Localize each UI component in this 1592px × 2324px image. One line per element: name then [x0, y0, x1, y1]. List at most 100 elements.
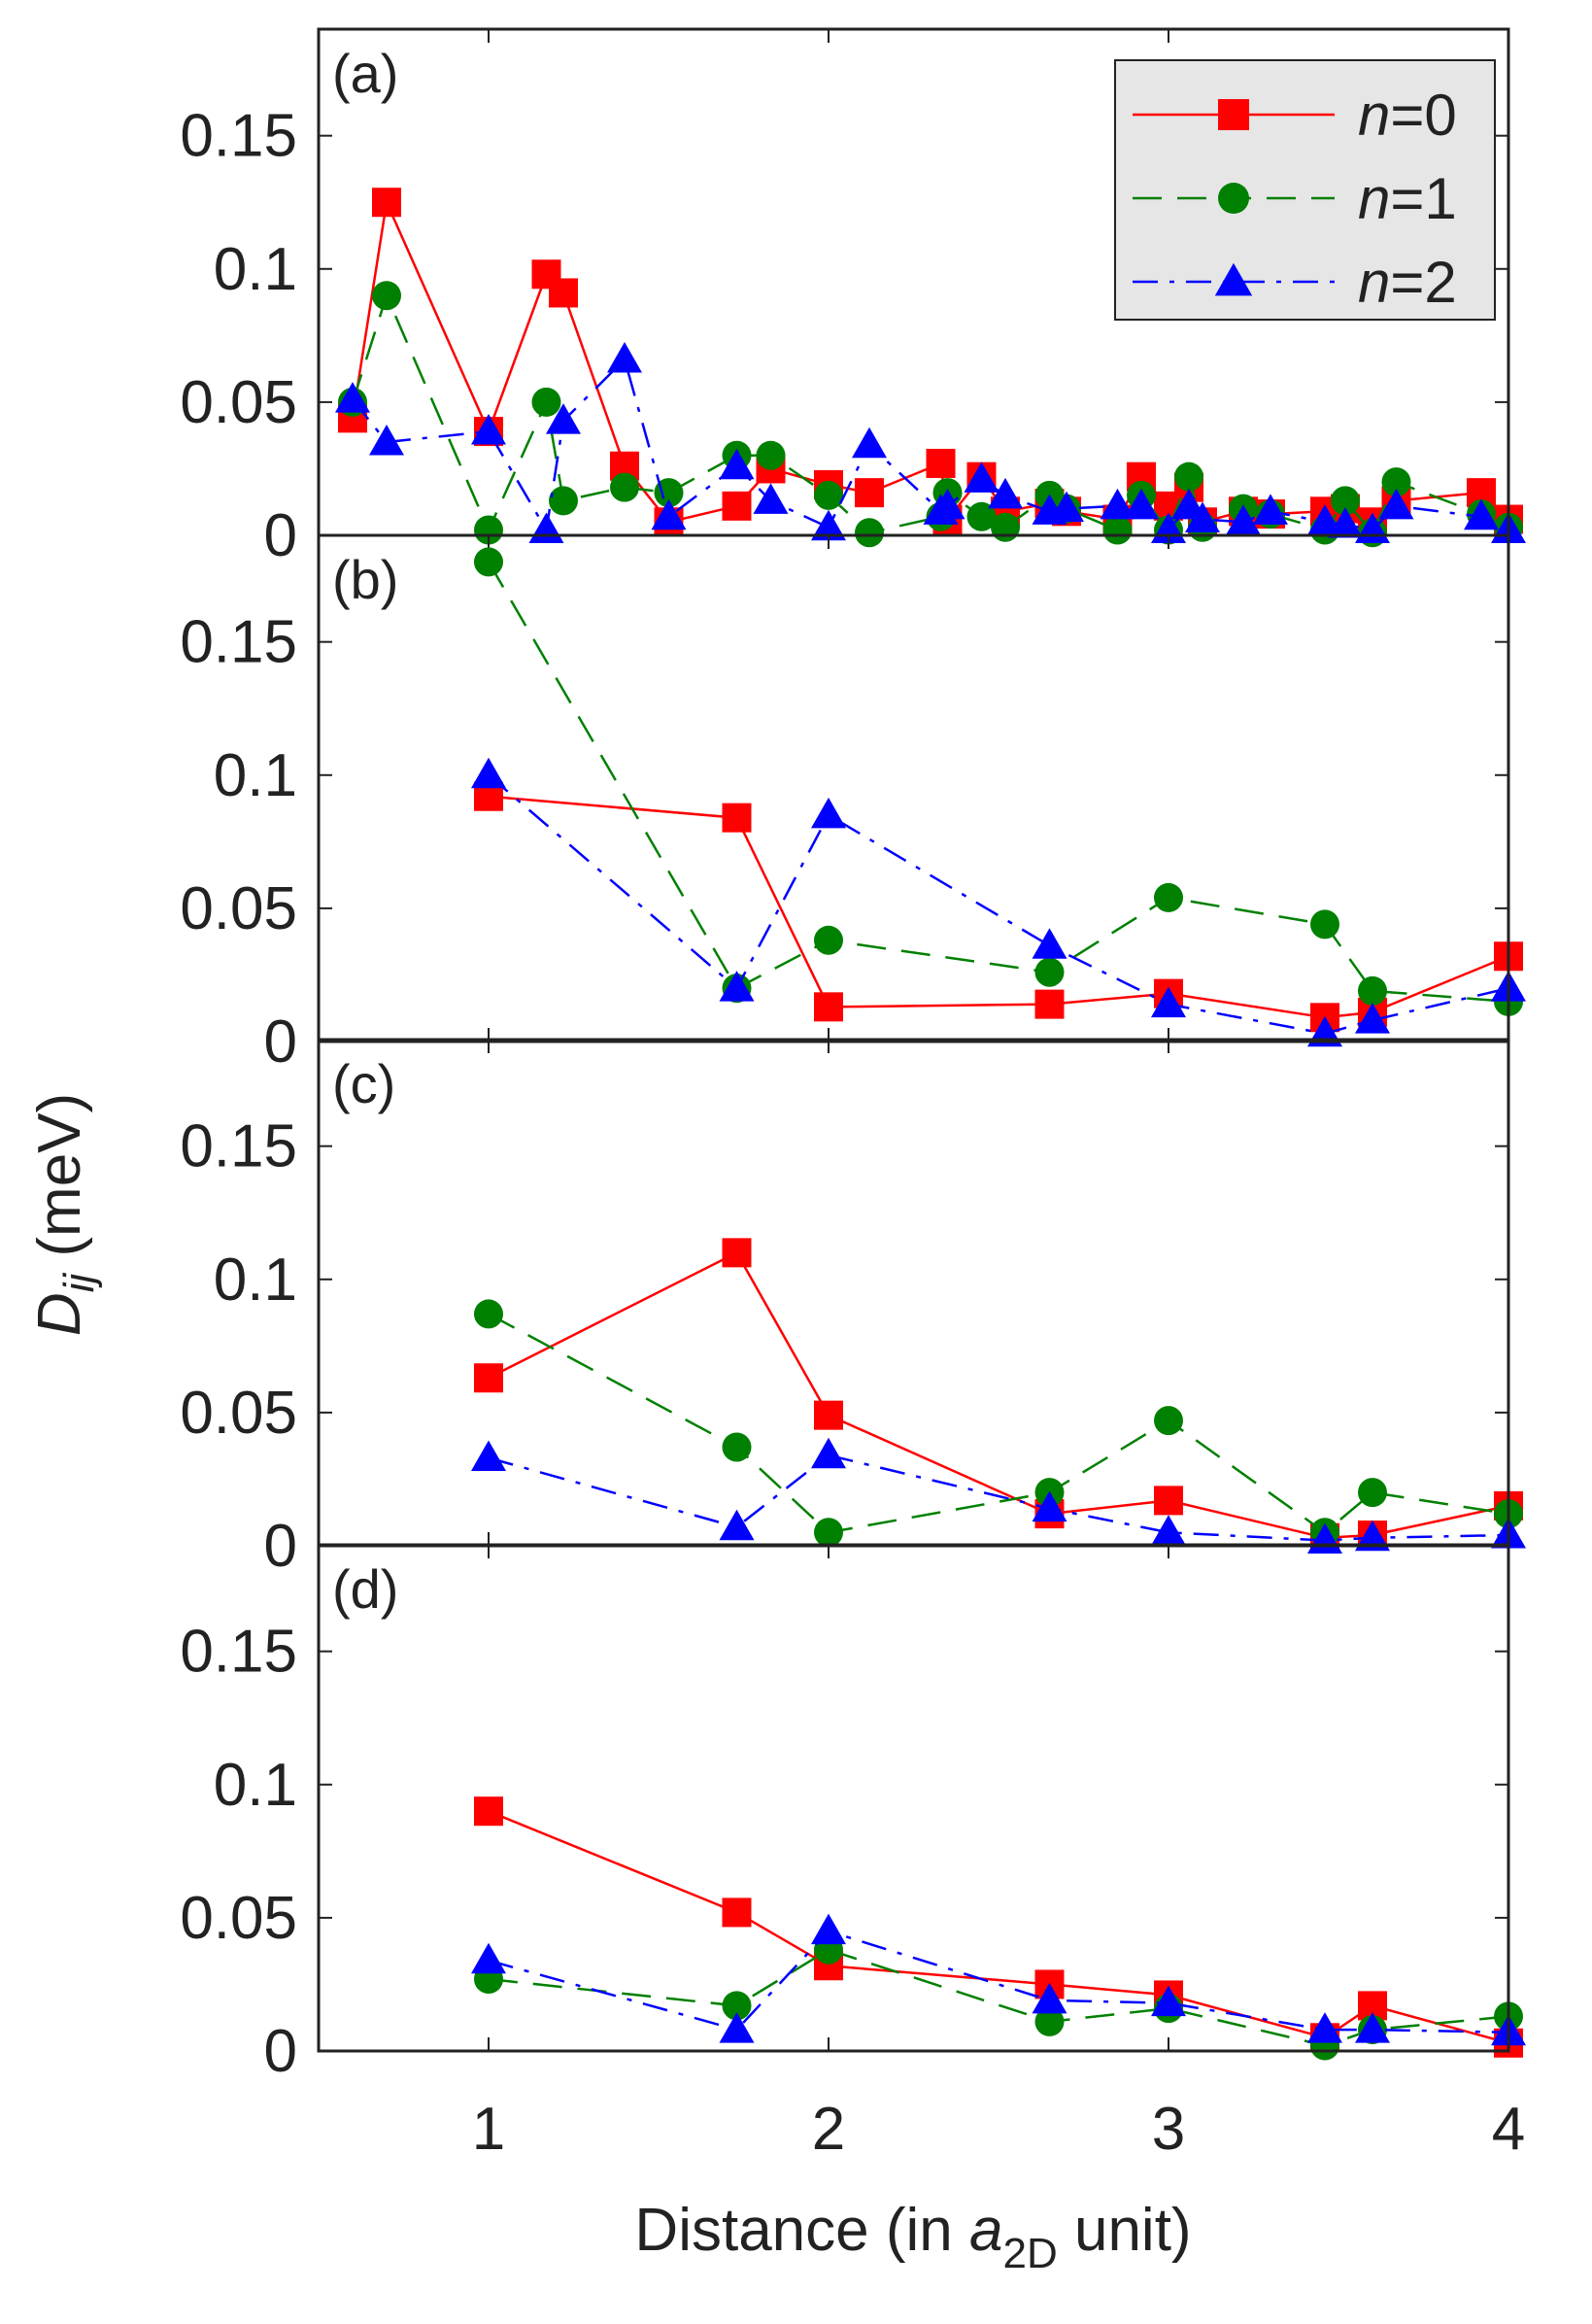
- legend-marker: [1214, 262, 1253, 296]
- data-point: [1174, 461, 1203, 492]
- data-point: [926, 448, 956, 478]
- data-point: [1124, 488, 1159, 520]
- data-point: [756, 440, 786, 470]
- data-point: [1464, 498, 1499, 530]
- legend-box: [1114, 59, 1496, 321]
- data-point: [852, 427, 887, 459]
- y-tick-label: 0.1: [214, 742, 297, 809]
- data-point: [1378, 488, 1414, 520]
- series-line: [488, 773, 1509, 1036]
- data-point: [722, 1897, 752, 1928]
- y-axis-title: Dij (meV): [26, 1093, 103, 1336]
- data-point: [471, 1942, 506, 1974]
- panel-c: 0 0.05 0.1 0.15 (c): [180, 1038, 1526, 1580]
- data-point: [1032, 1490, 1067, 1522]
- data-point: [471, 757, 506, 789]
- data-point: [610, 472, 639, 502]
- x-tick-label: 4: [1492, 2096, 1525, 2163]
- data-point: [1381, 467, 1411, 497]
- panel-label: (a): [332, 43, 398, 104]
- data-point: [1355, 1520, 1390, 1552]
- data-point: [1307, 504, 1342, 535]
- data-point: [814, 480, 843, 510]
- data-point: [1151, 1515, 1186, 1546]
- data-point: [1331, 486, 1360, 516]
- data-point: [722, 491, 752, 521]
- data-point: [991, 512, 1020, 542]
- axis-titles: Dij (meV) Distance (in a2D unit): [26, 1093, 1192, 2277]
- data-point: [369, 425, 404, 456]
- data-point: [528, 512, 564, 544]
- data-point: [814, 925, 843, 955]
- data-point: [1226, 504, 1261, 535]
- data-point: [1032, 928, 1067, 959]
- x-tick-label: 1: [472, 2096, 505, 2163]
- legend-label: n=1: [1358, 166, 1457, 231]
- data-point: [1355, 1003, 1390, 1034]
- data-point: [1151, 1985, 1186, 2017]
- x-tick-label: 2: [812, 2096, 845, 2163]
- data-point: [719, 448, 755, 480]
- data-point: [811, 1437, 846, 1469]
- data-point: [1185, 501, 1220, 533]
- data-point: [719, 971, 755, 1002]
- data-point: [930, 488, 965, 520]
- series-line: [487, 561, 1509, 1004]
- series-n1: [474, 547, 1523, 1016]
- data-point: [722, 1238, 752, 1268]
- data-point: [811, 1913, 846, 1945]
- data-point: [1034, 957, 1065, 987]
- data-point: [1358, 975, 1387, 1006]
- data-point: [471, 414, 506, 445]
- data-point: [1034, 2006, 1065, 2036]
- data-point: [372, 188, 401, 218]
- y-tick-label: 0.05: [180, 1885, 297, 1952]
- data-point: [811, 509, 846, 541]
- data-point: [474, 1363, 503, 1393]
- data-point: [471, 1440, 506, 1472]
- legend-label: n=0: [1358, 83, 1457, 148]
- data-point: [719, 1509, 755, 1541]
- data-point: [811, 797, 846, 829]
- panel-a: 0 0.05 0.1 0.15 (a): [180, 27, 1526, 569]
- y-tick-label: 0.1: [214, 1247, 297, 1314]
- data-point: [964, 461, 999, 493]
- series-line: [488, 1810, 1509, 2045]
- data-point: [722, 803, 752, 833]
- data-point: [546, 403, 581, 434]
- data-point: [607, 342, 642, 373]
- panels: 0 0.05 0.1 0.15 (a) 0 0.05 0.1 0.15 (b) 0 0.05 0.1 0.…: [180, 27, 1526, 2163]
- series-line: [488, 1930, 1509, 2034]
- panel-d: 0 0.05 0.1 0.15 (d): [180, 1543, 1526, 2085]
- data-point: [1253, 494, 1288, 525]
- data-point: [1358, 1478, 1387, 1508]
- data-point: [814, 1400, 843, 1430]
- data-point: [654, 478, 684, 508]
- data-point: [474, 547, 503, 577]
- panel-label: (d): [332, 1558, 398, 1620]
- y-tick-label: 0: [264, 1008, 297, 1076]
- data-point: [1100, 488, 1135, 520]
- series-n2: [335, 342, 1526, 544]
- y-tick-label: 0.05: [180, 875, 297, 942]
- data-point: [474, 515, 503, 545]
- data-point: [651, 498, 687, 530]
- legend-marker: [1218, 183, 1249, 214]
- series-n2: [471, 1913, 1526, 2046]
- series-line: [488, 1453, 1509, 1542]
- panel-b: 0 0.05 0.1 0.15 (b): [180, 533, 1526, 1076]
- data-point: [1154, 1486, 1183, 1516]
- panel-label: (c): [332, 1053, 395, 1114]
- series-line: [488, 1313, 1509, 1534]
- data-point: [372, 281, 401, 311]
- data-point: [814, 992, 843, 1022]
- x-axis-title: Distance (in a2D unit): [634, 2197, 1191, 2277]
- data-point: [1154, 882, 1183, 912]
- y-tick-label: 0.05: [180, 369, 297, 436]
- data-point: [1307, 2012, 1342, 2043]
- y-tick-label: 0.1: [214, 236, 297, 303]
- data-point: [474, 1299, 503, 1329]
- data-point: [855, 478, 884, 508]
- legend-label: n=2: [1358, 250, 1457, 315]
